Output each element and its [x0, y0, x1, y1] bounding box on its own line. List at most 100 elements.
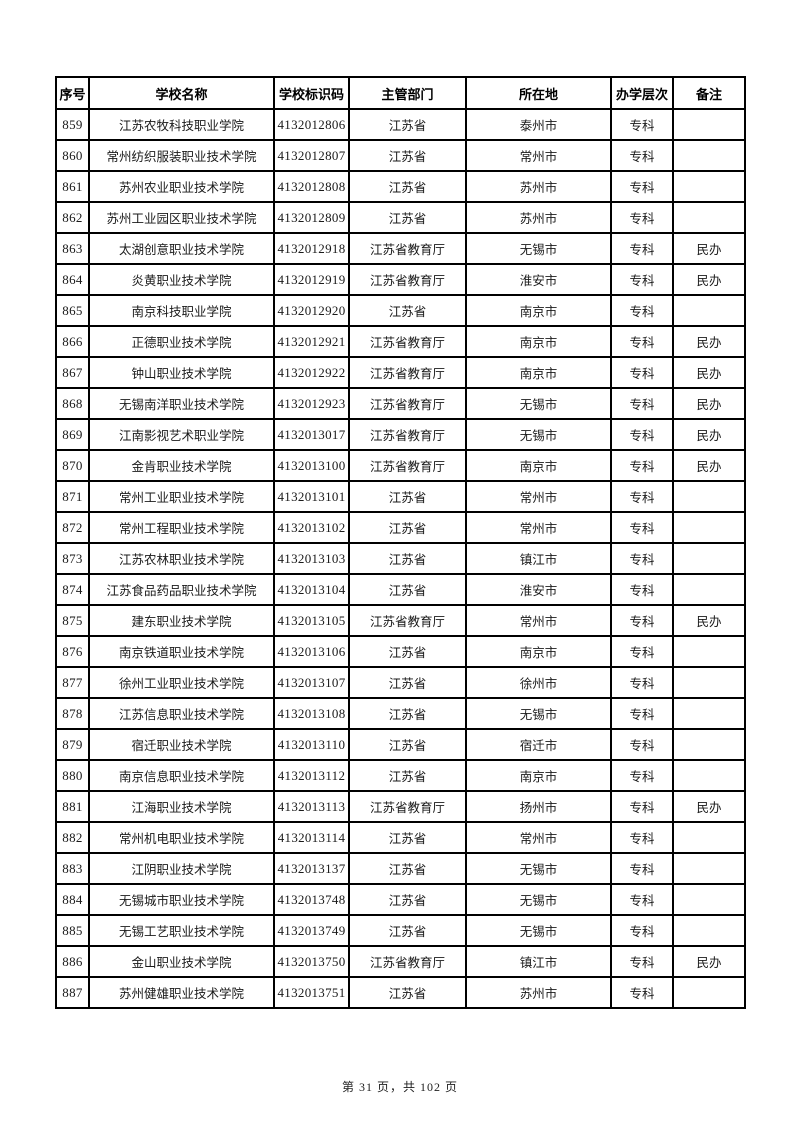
cell-name: 江苏食品药品职业技术学院 [88, 573, 275, 606]
cell-seq: 871 [55, 480, 90, 513]
cell-level: 专科 [610, 325, 674, 358]
cell-dept: 江苏省教育厅 [348, 945, 467, 978]
table-row: 862 苏州工业园区职业技术学院 4132012809 江苏省 苏州市 专科 [55, 201, 746, 234]
cell-dept: 江苏省 [348, 108, 467, 141]
cell-level: 专科 [610, 945, 674, 978]
cell-level: 专科 [610, 108, 674, 141]
cell-note [672, 759, 746, 792]
cell-seq: 861 [55, 170, 90, 203]
cell-dept: 江苏省 [348, 914, 467, 947]
column-header-code: 学校标识码 [273, 76, 350, 110]
table-row: 859 江苏农牧科技职业学院 4132012806 江苏省 泰州市 专科 [55, 108, 746, 141]
cell-code: 4132012809 [273, 201, 350, 234]
cell-name: 江苏信息职业技术学院 [88, 697, 275, 730]
cell-note: 民办 [672, 356, 746, 389]
table-row: 878 江苏信息职业技术学院 4132013108 江苏省 无锡市 专科 [55, 697, 746, 730]
cell-level: 专科 [610, 139, 674, 172]
cell-code: 4132013114 [273, 821, 350, 854]
cell-level: 专科 [610, 883, 674, 916]
cell-note [672, 480, 746, 513]
cell-code: 4132013750 [273, 945, 350, 978]
school-table: 序号 学校名称 学校标识码 主管部门 所在地 办学层次 备注 859 江苏农牧科技职业学院 41… [55, 76, 746, 1009]
cell-code: 4132013100 [273, 449, 350, 482]
cell-level: 专科 [610, 635, 674, 668]
cell-note [672, 914, 746, 947]
cell-name: 苏州农业职业技术学院 [88, 170, 275, 203]
cell-code: 4132013108 [273, 697, 350, 730]
cell-code: 4132012807 [273, 139, 350, 172]
cell-note [672, 294, 746, 327]
cell-name: 无锡南洋职业技术学院 [88, 387, 275, 420]
cell-note [672, 697, 746, 730]
cell-seq: 878 [55, 697, 90, 730]
cell-code: 4132013103 [273, 542, 350, 575]
cell-note: 民办 [672, 325, 746, 358]
cell-city: 无锡市 [465, 232, 612, 265]
cell-name: 正德职业技术学院 [88, 325, 275, 358]
cell-seq: 879 [55, 728, 90, 761]
table-row: 872 常州工程职业技术学院 4132013102 江苏省 常州市 专科 [55, 511, 746, 544]
cell-name: 江苏农林职业技术学院 [88, 542, 275, 575]
table-row: 875 建东职业技术学院 4132013105 江苏省教育厅 常州市 专科 民办 [55, 604, 746, 637]
cell-city: 南京市 [465, 356, 612, 389]
cell-city: 南京市 [465, 449, 612, 482]
cell-code: 4132013105 [273, 604, 350, 637]
cell-seq: 875 [55, 604, 90, 637]
table-row: 863 太湖创意职业技术学院 4132012918 江苏省教育厅 无锡市 专科 民办 [55, 232, 746, 265]
table-row: 860 常州纺织服装职业技术学院 4132012807 江苏省 常州市 专科 [55, 139, 746, 172]
cell-dept: 江苏省教育厅 [348, 790, 467, 823]
cell-name: 南京铁道职业技术学院 [88, 635, 275, 668]
table-row: 873 江苏农林职业技术学院 4132013103 江苏省 镇江市 专科 [55, 542, 746, 575]
table-row: 876 南京铁道职业技术学院 4132013106 江苏省 南京市 专科 [55, 635, 746, 668]
cell-level: 专科 [610, 449, 674, 482]
table-row: 881 江海职业技术学院 4132013113 江苏省教育厅 扬州市 专科 民办 [55, 790, 746, 823]
cell-dept: 江苏省教育厅 [348, 232, 467, 265]
cell-seq: 865 [55, 294, 90, 327]
cell-code: 4132013749 [273, 914, 350, 947]
cell-note: 民办 [672, 232, 746, 265]
cell-code: 4132012918 [273, 232, 350, 265]
table-row: 877 徐州工业职业技术学院 4132013107 江苏省 徐州市 专科 [55, 666, 746, 699]
cell-city: 淮安市 [465, 573, 612, 606]
cell-city: 常州市 [465, 511, 612, 544]
cell-dept: 江苏省 [348, 480, 467, 513]
table-row: 868 无锡南洋职业技术学院 4132012923 江苏省教育厅 无锡市 专科 民办 [55, 387, 746, 420]
cell-level: 专科 [610, 790, 674, 823]
cell-note [672, 511, 746, 544]
cell-dept: 江苏省 [348, 821, 467, 854]
cell-level: 专科 [610, 728, 674, 761]
cell-city: 南京市 [465, 635, 612, 668]
cell-seq: 876 [55, 635, 90, 668]
cell-note [672, 170, 746, 203]
cell-name: 苏州工业园区职业技术学院 [88, 201, 275, 234]
cell-city: 镇江市 [465, 945, 612, 978]
cell-dept: 江苏省教育厅 [348, 418, 467, 451]
cell-code: 4132012920 [273, 294, 350, 327]
cell-code: 4132013137 [273, 852, 350, 885]
cell-name: 常州机电职业技术学院 [88, 821, 275, 854]
cell-city: 宿迁市 [465, 728, 612, 761]
cell-level: 专科 [610, 356, 674, 389]
cell-note: 民办 [672, 945, 746, 978]
cell-city: 淮安市 [465, 263, 612, 296]
cell-code: 4132012806 [273, 108, 350, 141]
cell-level: 专科 [610, 542, 674, 575]
cell-code: 4132012923 [273, 387, 350, 420]
cell-name: 常州工程职业技术学院 [88, 511, 275, 544]
cell-level: 专科 [610, 201, 674, 234]
cell-code: 4132012922 [273, 356, 350, 389]
cell-note: 民办 [672, 263, 746, 296]
table-row: 886 金山职业技术学院 4132013750 江苏省教育厅 镇江市 专科 民办 [55, 945, 746, 978]
cell-code: 4132013751 [273, 976, 350, 1009]
cell-seq: 874 [55, 573, 90, 606]
table-row: 870 金肯职业技术学院 4132013100 江苏省教育厅 南京市 专科 民办 [55, 449, 746, 482]
cell-level: 专科 [610, 759, 674, 792]
table-row: 885 无锡工艺职业技术学院 4132013749 江苏省 无锡市 专科 [55, 914, 746, 947]
cell-seq: 882 [55, 821, 90, 854]
cell-dept: 江苏省教育厅 [348, 263, 467, 296]
cell-name: 江阴职业技术学院 [88, 852, 275, 885]
cell-name: 苏州健雄职业技术学院 [88, 976, 275, 1009]
cell-level: 专科 [610, 511, 674, 544]
cell-name: 江苏农牧科技职业学院 [88, 108, 275, 141]
cell-seq: 881 [55, 790, 90, 823]
